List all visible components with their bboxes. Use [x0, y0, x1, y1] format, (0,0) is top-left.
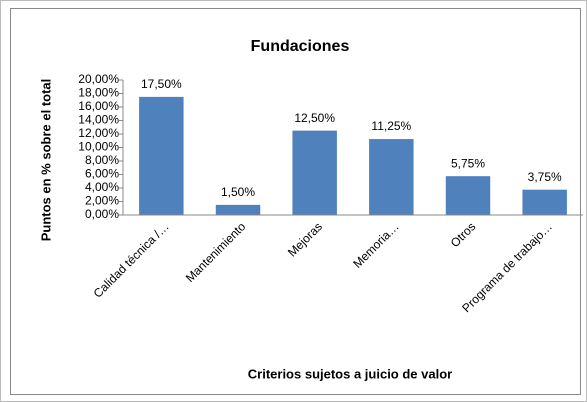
y-tick-label: 12,00% [78, 126, 119, 140]
bar [215, 204, 261, 215]
bar [522, 189, 567, 215]
bar [445, 176, 491, 215]
y-tick-label: 4,00% [85, 180, 119, 194]
y-tick-label: 14,00% [78, 113, 119, 127]
chart-title: Fundaciones [251, 38, 350, 55]
y-tick-label: 6,00% [85, 167, 119, 181]
value-label: 3,75% [528, 170, 562, 184]
x-axis-title: Criterios sujetos a juicio de valor [248, 366, 452, 381]
y-tick-label: 0,00% [85, 207, 119, 221]
value-label: 12,50% [294, 111, 335, 125]
y-tick-label: 18,00% [78, 86, 119, 100]
y-tick-label: 16,00% [78, 99, 119, 113]
value-label: 1,50% [221, 185, 255, 199]
bar [369, 139, 414, 215]
y-axis-title: Puntos en % sobre el total [38, 79, 53, 242]
value-label: 11,25% [371, 119, 411, 133]
bar [292, 130, 337, 215]
y-tick-label: 2,00% [85, 194, 119, 208]
bar [139, 96, 184, 215]
y-tick-label: 8,00% [85, 153, 119, 167]
value-label: 5,75% [451, 156, 485, 170]
y-tick-label: 20,00% [78, 72, 119, 86]
y-tick-label: 10,00% [78, 140, 119, 154]
value-label: 17,50% [141, 77, 182, 91]
